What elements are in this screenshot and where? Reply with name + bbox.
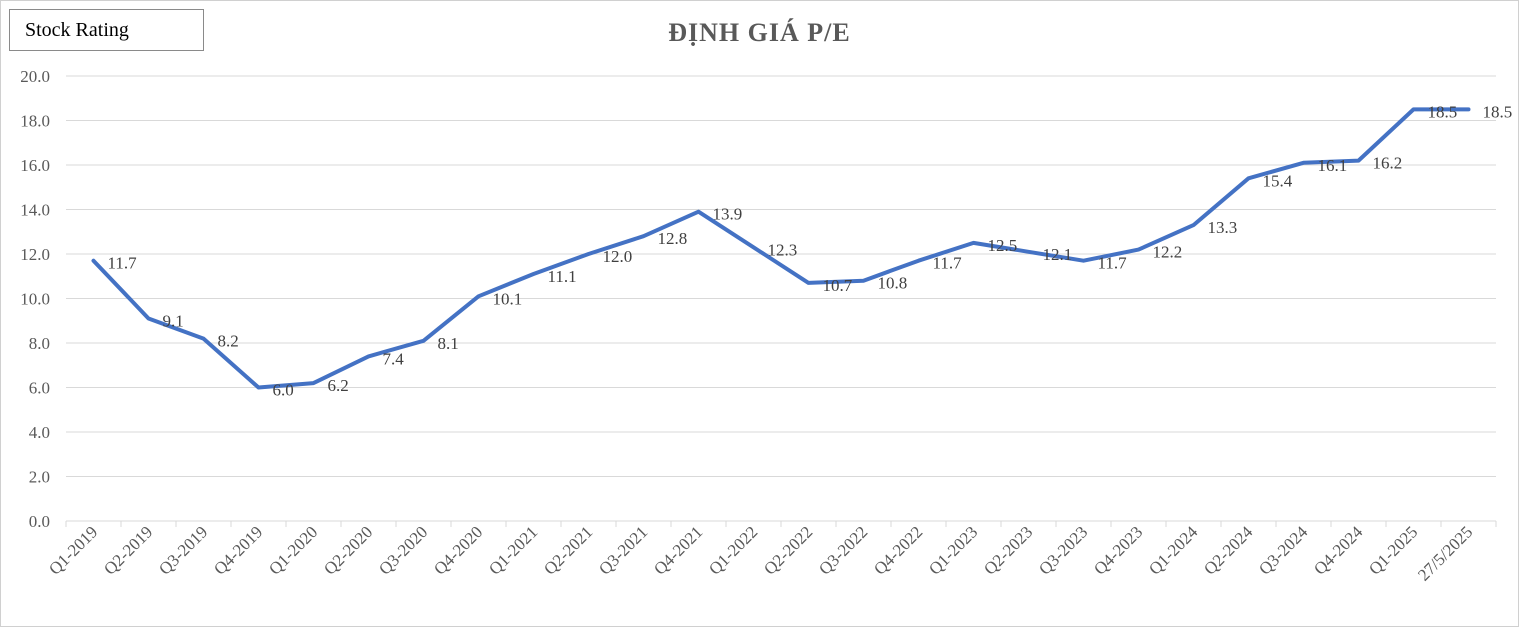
x-tick-label: 27/5/2025 bbox=[1414, 522, 1476, 584]
y-tick-label: 14.0 bbox=[20, 201, 50, 220]
y-tick-label: 16.0 bbox=[20, 156, 50, 175]
data-label: 16.2 bbox=[1373, 154, 1403, 173]
y-tick-label: 6.0 bbox=[29, 379, 50, 398]
x-tick-label: Q2-2019 bbox=[100, 522, 156, 578]
data-label: 11.1 bbox=[548, 267, 577, 286]
y-tick-label: 8.0 bbox=[29, 334, 50, 353]
data-label: 16.1 bbox=[1318, 156, 1348, 175]
x-tick-label: Q4-2019 bbox=[210, 522, 266, 578]
chart-title: ĐỊNH GIÁ P/E bbox=[668, 18, 851, 47]
data-label: 10.8 bbox=[878, 274, 908, 293]
data-label: 12.0 bbox=[603, 247, 633, 266]
x-tick-label: Q1-2021 bbox=[485, 522, 541, 578]
data-label: 8.1 bbox=[438, 334, 459, 353]
data-label: 12.8 bbox=[658, 229, 688, 248]
data-label: 11.7 bbox=[1098, 254, 1128, 273]
x-tick-label: Q4-2021 bbox=[650, 522, 706, 578]
x-tick-label: Q2-2022 bbox=[760, 522, 816, 578]
x-tick-label: Q3-2021 bbox=[595, 522, 651, 578]
data-label: 10.7 bbox=[823, 276, 853, 295]
x-tick-label: Q3-2020 bbox=[375, 522, 431, 578]
data-label: 8.2 bbox=[218, 332, 239, 351]
x-tick-label: Q2-2023 bbox=[980, 522, 1036, 578]
data-label: 6.0 bbox=[273, 381, 294, 400]
x-tick-label: Q2-2021 bbox=[540, 522, 596, 578]
data-label: 13.3 bbox=[1208, 218, 1238, 237]
x-tick-label: Q1-2019 bbox=[45, 522, 101, 578]
x-tick-label: Q1-2022 bbox=[705, 522, 761, 578]
x-tick-label: Q2-2024 bbox=[1200, 522, 1257, 579]
data-label: 12.5 bbox=[988, 236, 1018, 255]
y-tick-label: 18.0 bbox=[20, 112, 50, 131]
x-tick-label: Q4-2022 bbox=[870, 522, 926, 578]
y-tick-label: 0.0 bbox=[29, 512, 50, 531]
x-tick-label: Q1-2020 bbox=[265, 522, 321, 578]
x-tick-label: Q1-2025 bbox=[1365, 522, 1421, 578]
y-tick-label: 20.0 bbox=[20, 67, 50, 86]
data-label: 10.1 bbox=[493, 289, 523, 308]
x-tick-label: Q2-2020 bbox=[320, 522, 376, 578]
series-line bbox=[91, 107, 1471, 390]
y-tick-label: 12.0 bbox=[20, 245, 50, 264]
x-tick-label: Q4-2020 bbox=[430, 522, 486, 578]
y-tick-label: 4.0 bbox=[29, 423, 50, 442]
data-label: 15.4 bbox=[1263, 171, 1293, 190]
data-label: 18.5 bbox=[1428, 102, 1458, 121]
data-label: 11.7 bbox=[933, 254, 963, 273]
data-label: 7.4 bbox=[383, 349, 405, 368]
data-label: 13.9 bbox=[713, 205, 743, 224]
x-tick-label: Q1-2023 bbox=[925, 522, 981, 578]
data-label: 12.2 bbox=[1153, 243, 1183, 262]
x-tick-label: Q3-2024 bbox=[1255, 522, 1312, 579]
x-tick-label: Q1-2024 bbox=[1145, 522, 1202, 579]
x-tick-label: Q4-2023 bbox=[1090, 522, 1146, 578]
data-label: 18.5 bbox=[1483, 102, 1513, 121]
data-label: 11.7 bbox=[108, 254, 138, 273]
x-tick-label: Q3-2022 bbox=[815, 522, 871, 578]
data-label: 12.1 bbox=[1043, 245, 1073, 264]
data-label: 9.1 bbox=[163, 312, 184, 331]
x-tick-label: Q3-2023 bbox=[1035, 522, 1091, 578]
y-tick-label: 2.0 bbox=[29, 468, 50, 487]
x-tick-label: Q4-2024 bbox=[1310, 522, 1367, 579]
y-tick-label: 10.0 bbox=[20, 290, 50, 309]
x-tick-label: Q3-2019 bbox=[155, 522, 211, 578]
stock-rating-label: Stock Rating bbox=[9, 9, 204, 51]
data-label: 12.3 bbox=[768, 240, 798, 259]
data-label: 6.2 bbox=[328, 376, 349, 395]
